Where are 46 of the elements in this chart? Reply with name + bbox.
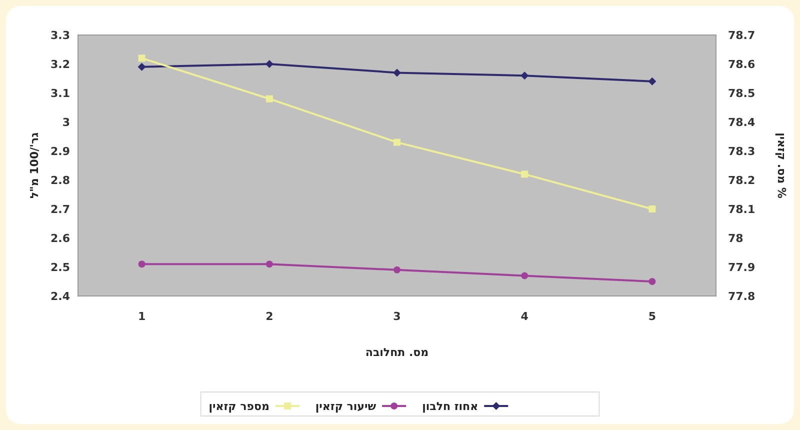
x-tick-label: 2: [266, 310, 274, 323]
y-tick-label: 2.7: [50, 203, 70, 216]
point: [265, 60, 274, 68]
y-tick-label: 2.6: [50, 232, 70, 245]
x-tick-label: 5: [648, 310, 656, 323]
point: [648, 278, 656, 285]
y2-tick-label: 78.1: [728, 203, 756, 216]
y2-tick-label: 78.4: [728, 116, 756, 129]
y-tick-label: 2.8: [50, 174, 70, 187]
point: [394, 266, 400, 274]
point: [138, 54, 146, 62]
point: [393, 68, 401, 77]
legend-label: שיעור קזאין: [315, 400, 377, 413]
point: [394, 138, 400, 146]
y-tick-label: 2.4: [50, 290, 70, 303]
legend-label: מספר קזאין: [208, 400, 270, 413]
y-tick-label: 3.3: [50, 29, 70, 42]
point: [648, 206, 656, 212]
legend-label: אחוז חלבון: [422, 400, 478, 413]
y-axis-title: גר'/100 מ"ל: [28, 132, 41, 199]
y2-tick-label: 77.9: [728, 261, 756, 274]
x-tick-label: 1: [138, 310, 146, 323]
y2-tick-label: 78.3: [728, 145, 756, 158]
y-tick-label: 2.9: [50, 145, 70, 158]
point: [266, 260, 273, 268]
y2-tick-label: 77.8: [728, 290, 756, 303]
point: [138, 62, 146, 71]
y-tick-label: 3.1: [50, 87, 70, 100]
point: [266, 95, 273, 102]
y2-tick-label: 78.2: [728, 174, 756, 187]
y2-axis-title: מס. קזאין %: [775, 132, 788, 198]
y2-tick-label: 78.7: [728, 29, 756, 42]
y-tick-label: 3.2: [50, 58, 70, 71]
point: [648, 77, 656, 86]
x-tick-label: 4: [520, 310, 529, 323]
point: [521, 272, 528, 280]
y-tick-label: 3: [62, 116, 70, 129]
point: [138, 260, 146, 268]
point: [521, 170, 528, 178]
y2-tick-label: 78.6: [728, 58, 756, 71]
y-tick-label: 2.5: [50, 261, 70, 274]
point: [520, 72, 529, 80]
y2-tick-label: 78.5: [728, 87, 756, 100]
x-tick-label: 3: [393, 310, 401, 323]
x-axis-title: מס. תחלובה: [365, 346, 429, 359]
y2-tick-label: 78: [728, 232, 744, 245]
